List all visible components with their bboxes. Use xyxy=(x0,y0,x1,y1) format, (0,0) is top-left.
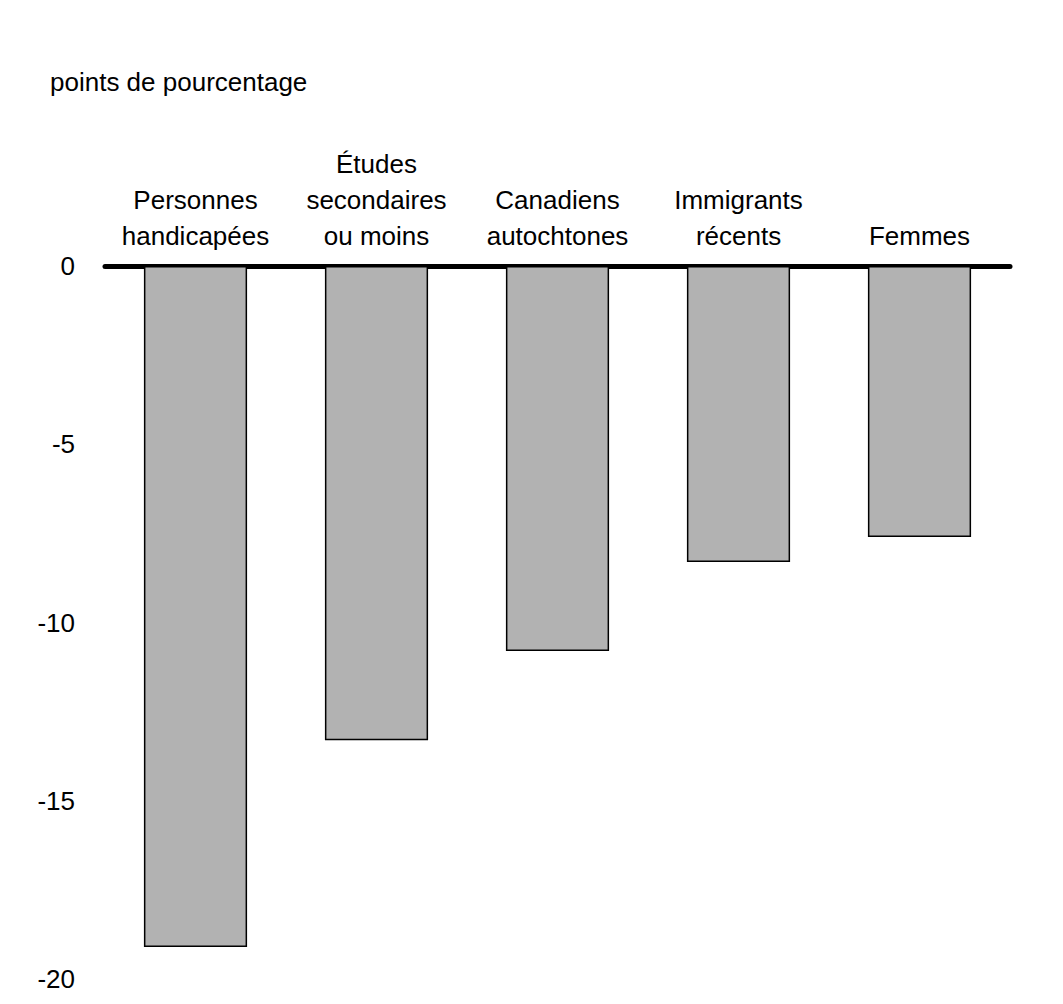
svg-text:récents: récents xyxy=(696,221,781,251)
svg-text:points de pourcentage: points de pourcentage xyxy=(50,67,307,97)
svg-text:-15: -15 xyxy=(37,786,75,816)
svg-text:ou moins: ou moins xyxy=(324,221,430,251)
svg-text:-10: -10 xyxy=(37,608,75,638)
svg-text:Études: Études xyxy=(336,149,417,179)
svg-text:Immigrants: Immigrants xyxy=(674,185,803,215)
svg-text:secondaires: secondaires xyxy=(306,185,446,215)
svg-text:Personnes: Personnes xyxy=(133,185,257,215)
svg-text:0: 0 xyxy=(61,251,75,281)
svg-text:-5: -5 xyxy=(52,429,75,459)
svg-text:autochtones: autochtones xyxy=(487,221,629,251)
svg-text:Femmes: Femmes xyxy=(869,221,970,251)
svg-text:handicapées: handicapées xyxy=(122,221,269,251)
svg-text:-20: -20 xyxy=(37,964,75,994)
svg-text:Canadiens: Canadiens xyxy=(495,185,619,215)
